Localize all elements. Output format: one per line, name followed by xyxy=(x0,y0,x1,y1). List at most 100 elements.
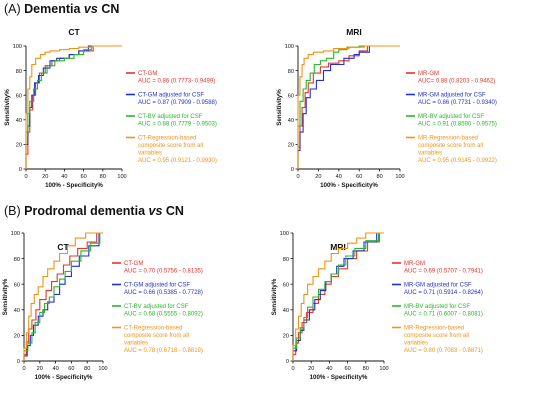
y-tick-label: 100 xyxy=(13,44,22,50)
roc-panel-3: MRI 0 20 40 60 80 100 0 20 40 60 80 100 100% - Specif… xyxy=(271,231,483,381)
legend-auc: AUC = 0.71 (0.5914 - 0.8264) xyxy=(404,290,483,296)
legend-auc: AUC = 0.66 (0.5385 - 0.7728) xyxy=(124,290,203,296)
roc-panel-1: MRI 0 20 40 60 80 100 0 20 40 60 80 100 100% - Specif… xyxy=(276,27,497,189)
legend-label: CT-BV adjusted for CSF xyxy=(138,114,203,120)
section-lead: Prodromal dementia xyxy=(24,204,146,218)
y-tick-label: 60 xyxy=(14,282,20,288)
roc-curve-orange xyxy=(25,45,122,169)
x-tick-label: 60 xyxy=(356,174,362,180)
section-title-a: (A) Dementia vs CN xyxy=(4,2,119,16)
y-tick-label: 0 xyxy=(19,167,22,173)
y-tick-label: 0 xyxy=(17,359,20,365)
y-axis-label: Sensitivity% xyxy=(2,278,9,315)
legend-auc: AUC = 0.88 (0.7779 - 0.9503) xyxy=(138,122,217,128)
x-tick-label: 20 xyxy=(308,366,314,372)
roc-curve-orange xyxy=(23,232,103,361)
y-tick-label: 40 xyxy=(16,118,22,124)
x-tick-label: 0 xyxy=(22,366,25,372)
chart-title: CT xyxy=(57,242,69,252)
x-tick-label: 60 xyxy=(80,174,86,180)
legend-label: variables xyxy=(124,341,148,347)
legend-label: composite score from all xyxy=(138,143,203,149)
y-tick-label: 60 xyxy=(16,93,22,99)
legend-label: CT-GM xyxy=(138,71,157,77)
roc-curve-orange xyxy=(297,45,400,169)
legend-label: variables xyxy=(418,151,442,157)
x-tick-label: 80 xyxy=(100,174,106,180)
x-axis-label: 100% - Specificity% xyxy=(320,182,378,189)
legend-auc: AUC = 0.68 (0.5555 - 0.8092) xyxy=(124,312,203,318)
x-tick-label: 60 xyxy=(344,366,350,372)
legend-label: composite score from all xyxy=(404,333,469,339)
roc-panel-2: CT 0 20 40 60 80 100 0 20 40 60 80 100 100% - Specifi… xyxy=(2,231,203,381)
legend-auc: AUC = 0.78 (0.6718 - 0.8819) xyxy=(124,348,203,354)
y-axis-label: Sensitivity% xyxy=(4,89,11,126)
legend-auc: AUC = 0.86 (0.7731 - 0.9340) xyxy=(418,100,497,106)
y-tick-label: 60 xyxy=(283,282,289,288)
legend-label: MR-BV adjusted for CSF xyxy=(418,114,484,120)
legend-label: MR-BV adjusted for CSF xyxy=(404,304,470,310)
roc-panel-0: CT 0 20 40 60 80 100 0 20 40 60 80 100 100% - Specifi… xyxy=(4,27,217,189)
x-tick-label: 40 xyxy=(61,174,67,180)
roc-curve-blue xyxy=(297,45,400,169)
x-axis-label: 100% - Specificity% xyxy=(310,374,368,381)
section-letter: (B) xyxy=(4,204,21,218)
legend-label: composite score from all xyxy=(124,333,189,339)
legend-auc: AUC= 0.88 (0.8203 - 0.9462) xyxy=(418,79,495,85)
roc-curve-red xyxy=(23,232,103,361)
x-tick-label: 20 xyxy=(315,174,321,180)
section-title-b: (B) Prodromal dementia vs CN xyxy=(4,204,184,218)
x-tick-label: 80 xyxy=(84,366,90,372)
roc-curve-blue xyxy=(25,45,122,169)
section-vs: vs xyxy=(83,2,98,16)
legend-label: CT-Regression-based xyxy=(124,326,182,332)
y-tick-label: 100 xyxy=(280,231,289,237)
x-tick-label: 100 xyxy=(117,174,126,180)
y-axis-label: Sensitivity% xyxy=(271,278,278,315)
x-tick-label: 0 xyxy=(291,366,294,372)
y-tick-label: 60 xyxy=(288,93,294,99)
x-axis-label: 100% - Specificity% xyxy=(45,182,103,189)
section-letter: (A) xyxy=(4,2,21,16)
legend-auc: AUC = 0.95 (0.9121 - 0.9930) xyxy=(138,158,217,164)
roc-curve-green xyxy=(292,232,384,361)
roc-curve-green xyxy=(23,232,103,361)
legend-auc: AUC = 0.95 (0.9145 - 0.9922) xyxy=(418,158,497,164)
x-tick-label: 40 xyxy=(326,366,332,372)
x-tick-label: 100 xyxy=(379,366,388,372)
x-tick-label: 40 xyxy=(336,174,342,180)
legend-label: MR-Regression-based xyxy=(418,136,478,142)
y-tick-label: 80 xyxy=(288,69,294,75)
y-tick-label: 0 xyxy=(286,359,289,365)
section-lead: Dementia xyxy=(24,2,81,16)
y-tick-label: 40 xyxy=(288,118,294,124)
y-tick-label: 100 xyxy=(11,231,20,237)
x-tick-label: 60 xyxy=(68,366,74,372)
legend-label: CT-Regression-based xyxy=(138,136,196,142)
legend-label: composite score from all xyxy=(418,143,483,149)
legend-auc: AUC = 0.70 (0.5756 - 0.8135) xyxy=(124,269,203,275)
legend-auc: AUC = 0.69 (0.5707 - 0.7941) xyxy=(404,269,483,275)
section-tail: CN xyxy=(165,204,184,218)
roc-curve-red xyxy=(297,45,400,169)
legend-label: variables xyxy=(138,151,162,157)
y-tick-label: 100 xyxy=(285,44,294,50)
x-tick-label: 80 xyxy=(363,366,369,372)
y-tick-label: 20 xyxy=(16,143,22,149)
legend-label: MR-GM adjusted for CSF xyxy=(418,93,486,99)
legend-label: CT-GM adjusted for CSF xyxy=(124,283,190,289)
y-tick-label: 40 xyxy=(283,308,289,314)
chart-title: MRI xyxy=(346,27,362,37)
y-tick-label: 40 xyxy=(14,308,20,314)
x-axis-label: 100% - Specificity% xyxy=(35,374,93,381)
y-tick-label: 80 xyxy=(283,257,289,263)
roc-curve-orange xyxy=(292,232,384,361)
roc-curve-blue xyxy=(23,232,103,361)
chart-title: MRI xyxy=(330,242,346,252)
legend-label: CT-GM adjusted for CSF xyxy=(138,93,204,99)
x-tick-label: 20 xyxy=(42,174,48,180)
x-tick-label: 0 xyxy=(296,174,299,180)
section-vs: vs xyxy=(148,204,163,218)
roc-curve-green xyxy=(297,45,400,169)
legend-auc: AUC = 0.80 (0.7083 - 0.8871) xyxy=(404,348,483,354)
